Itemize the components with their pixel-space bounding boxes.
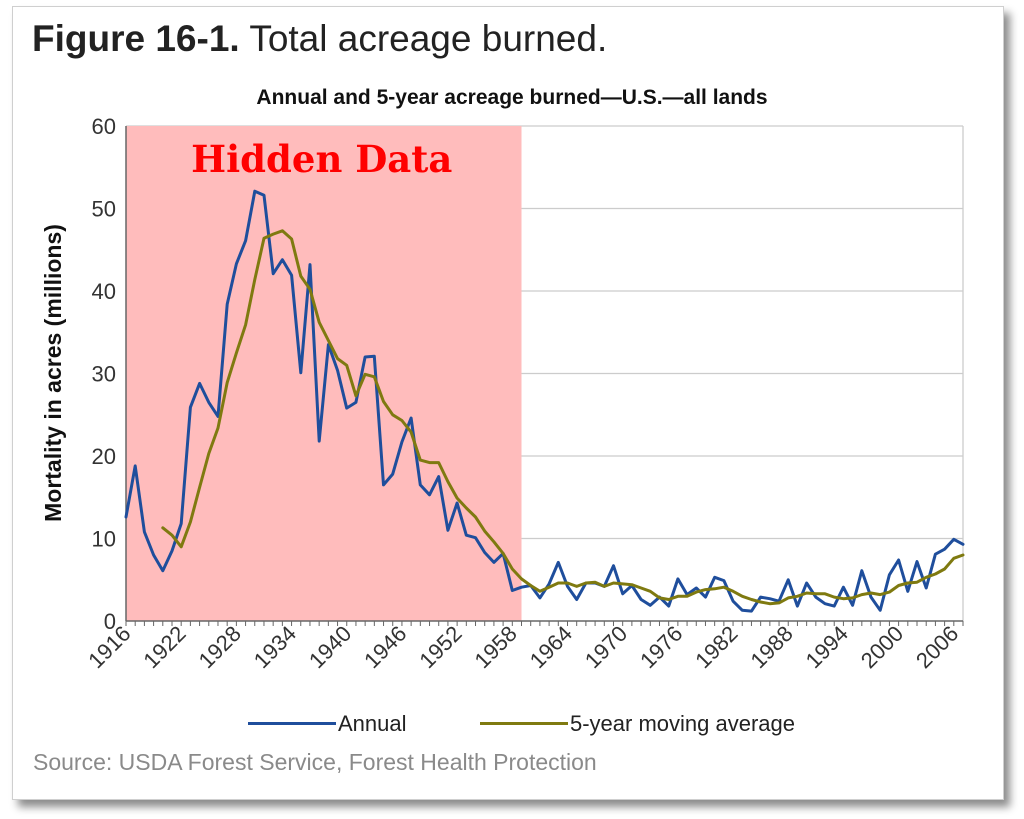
x-tick-label-1982: 1982 xyxy=(690,621,742,673)
source-note: Source: USDA Forest Service, Forest Heal… xyxy=(33,749,597,775)
x-tick-label-1988: 1988 xyxy=(745,621,797,673)
figure-number: Figure 16-1. xyxy=(32,18,240,59)
x-tick-label-2000: 2000 xyxy=(856,621,908,673)
x-tick-label-1940: 1940 xyxy=(304,621,356,673)
x-tick-label-2006: 2006 xyxy=(911,621,963,673)
figure-title: Figure 16-1. Total acreage burned. xyxy=(32,18,607,60)
y-tick-label-30: 30 xyxy=(92,362,116,387)
hidden-data-label: Hidden Data xyxy=(191,137,452,181)
x-tick-label-1976: 1976 xyxy=(635,621,687,673)
x-tick-label-1934: 1934 xyxy=(249,621,301,673)
y-tick-label-20: 20 xyxy=(92,444,116,469)
legend-label-annual: Annual xyxy=(338,711,407,736)
x-tick-label-1946: 1946 xyxy=(359,621,411,673)
x-tick-label-1958: 1958 xyxy=(470,621,522,673)
x-tick-label-1928: 1928 xyxy=(194,621,246,673)
legend-swatch-annual xyxy=(248,721,336,725)
x-tick-label-1922: 1922 xyxy=(138,621,190,673)
x-tick-label-1994: 1994 xyxy=(801,621,853,673)
figure-caption: Total acreage burned. xyxy=(249,18,608,59)
series-lines xyxy=(124,189,965,613)
hidden-data-overlay xyxy=(126,126,522,621)
legend-label-moving-average: 5-year moving average xyxy=(570,711,796,736)
y-tick-label-40: 40 xyxy=(92,279,116,304)
annual-line xyxy=(124,189,965,613)
axes xyxy=(125,126,964,626)
legend-swatch-moving-average xyxy=(480,721,568,725)
y-tick-label-50: 50 xyxy=(92,197,116,222)
moving-average-line xyxy=(161,229,965,606)
y-axis-label: Mortality in acres (millions) xyxy=(40,224,66,522)
x-tick-label-1952: 1952 xyxy=(414,621,466,673)
y-tick-label-60: 60 xyxy=(92,114,116,139)
x-tick-label-1916: 1916 xyxy=(83,621,135,673)
y-tick-labels: 0 10 20 30 40 50 60 xyxy=(92,114,116,634)
legend-item-moving-average: 5-year moving average xyxy=(480,711,795,737)
y-tick-label-10: 10 xyxy=(92,527,116,552)
x-tick-label-1970: 1970 xyxy=(580,621,632,673)
chart-title: Annual and 5-year acreage burned—U.S.—al… xyxy=(256,86,768,109)
y-tick-label-0: 0 xyxy=(104,609,116,634)
x-tick-labels: 1916 1922 1928 1934 1940 1946 1952 1958 1964 1970… xyxy=(83,621,963,673)
legend-item-annual: Annual xyxy=(248,711,407,737)
x-tick-label-1964: 1964 xyxy=(525,621,577,673)
